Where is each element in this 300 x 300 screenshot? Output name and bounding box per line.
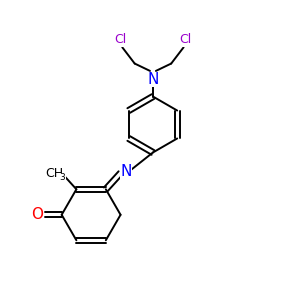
- Text: CH: CH: [45, 167, 63, 180]
- Text: N: N: [120, 164, 131, 179]
- Text: N: N: [147, 72, 159, 87]
- Text: Cl: Cl: [179, 34, 191, 46]
- Text: O: O: [31, 207, 43, 222]
- Text: Cl: Cl: [115, 34, 127, 46]
- Text: 3: 3: [60, 173, 65, 182]
